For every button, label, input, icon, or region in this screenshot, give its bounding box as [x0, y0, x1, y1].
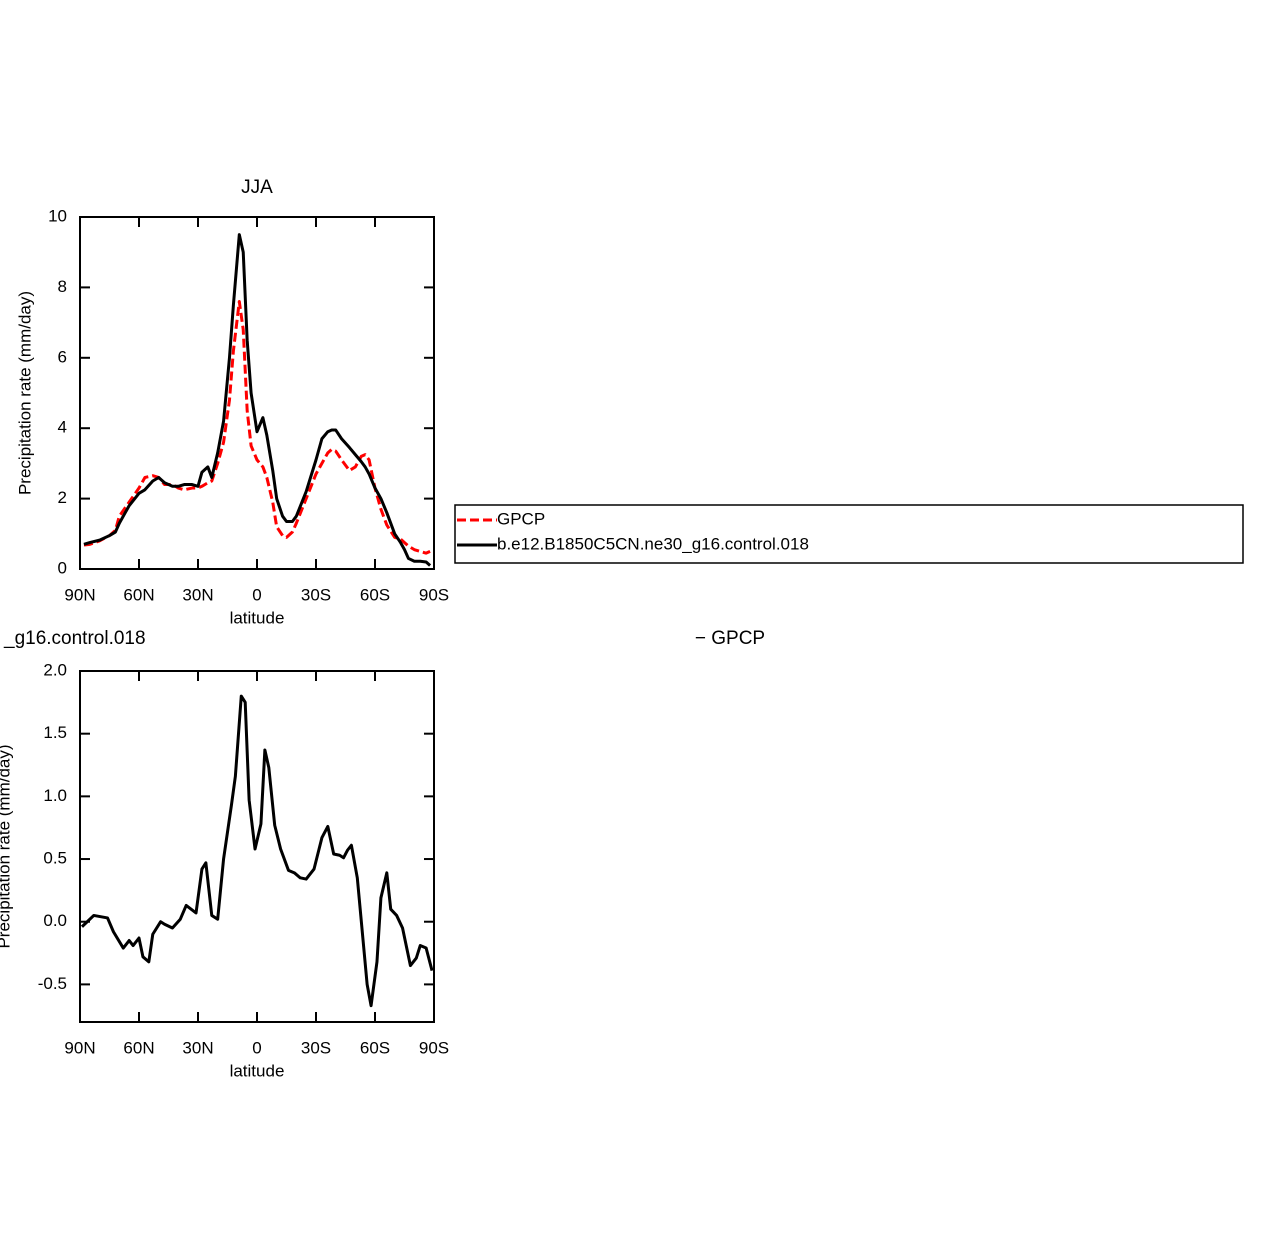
x-tick-label: 0 [252, 1038, 261, 1057]
x-tick-label: 60S [360, 1038, 390, 1057]
y-tick-label: 0.0 [43, 911, 67, 930]
y-tick-label: 1.5 [43, 723, 67, 742]
y-tick-label: 0 [58, 558, 67, 577]
y-tick-label: 4 [58, 418, 67, 437]
x-tick-label: 30S [301, 585, 331, 604]
legend-label: b.e12.B1850C5CN.ne30_g16.control.018 [497, 534, 809, 553]
x-tick-label: 30S [301, 1038, 331, 1057]
y-tick-label: 6 [58, 347, 67, 366]
plot-frame [79, 670, 435, 1023]
x-tick-label: 30N [182, 585, 213, 604]
x-tick-label: 90S [419, 1038, 449, 1057]
data-line [80, 694, 434, 1008]
plot-frame [79, 216, 435, 570]
chart-title: JJA [241, 177, 273, 198]
legend-label: GPCP [497, 509, 545, 528]
x-tick-label: 90S [419, 585, 449, 604]
y-tick-label: 0.5 [43, 849, 67, 868]
x-tick-label: 60N [123, 1038, 154, 1057]
chart-title: − GPCP [695, 628, 765, 649]
x-tick-label: 90N [64, 1038, 95, 1057]
x-tick-label: 60N [123, 585, 154, 604]
x-tick-label: 60S [360, 585, 390, 604]
x-axis-label: latitude [230, 608, 285, 627]
x-axis-label: latitude [230, 1061, 285, 1080]
y-axis-label: Precipitation rate (mm/day) [0, 744, 13, 948]
y-axis-label: Precipitation rate (mm/day) [15, 291, 34, 495]
y-tick-label: 2.0 [43, 660, 67, 679]
y-tick-label: 8 [58, 277, 67, 296]
data-line [83, 233, 432, 567]
legend-box [454, 504, 1244, 564]
chart-title: _g16.control.018 [3, 628, 146, 649]
y-tick-label: 2 [58, 488, 67, 507]
x-tick-label: 90N [64, 585, 95, 604]
x-tick-label: 30N [182, 1038, 213, 1057]
y-tick-label: 1.0 [43, 786, 67, 805]
y-tick-label: 10 [48, 206, 67, 225]
y-tick-label: -0.5 [38, 974, 67, 993]
x-tick-label: 0 [252, 585, 261, 604]
